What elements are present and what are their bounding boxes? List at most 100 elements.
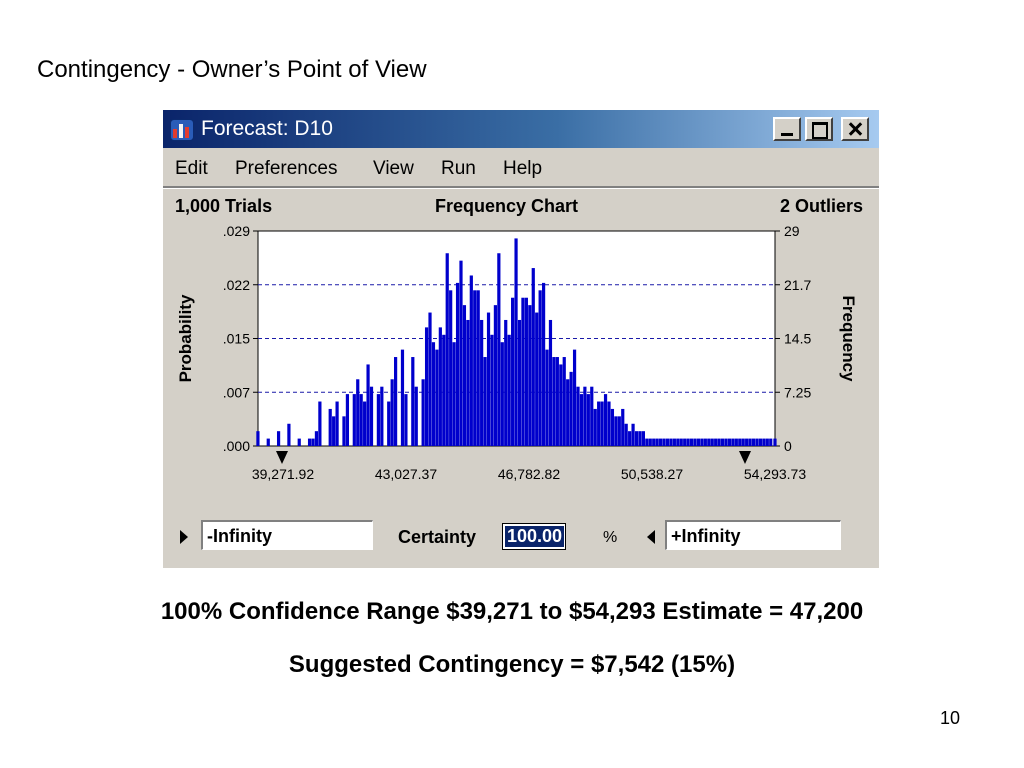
- histogram-bar: [497, 253, 501, 446]
- histogram-bar: [424, 327, 429, 446]
- menu-edit[interactable]: Edit: [175, 158, 208, 179]
- histogram-bar: [738, 438, 742, 446]
- histogram-bar: [535, 312, 539, 446]
- histogram-bar: [648, 438, 652, 446]
- histogram-bar: [531, 268, 535, 446]
- histogram-bar: [693, 438, 697, 446]
- y-tick-label-right: 14.5: [784, 331, 811, 347]
- menu-bar: Edit Preferences View Run Help: [163, 148, 879, 184]
- upper-bound-field[interactable]: +Infinity: [665, 520, 841, 550]
- histogram-bar: [528, 305, 532, 446]
- histogram-bar: [342, 416, 346, 446]
- histogram-bar: [314, 431, 319, 446]
- histogram-bar: [421, 379, 425, 446]
- histogram-bar: [765, 438, 769, 446]
- histogram-bar: [514, 238, 518, 446]
- histogram-bar: [755, 438, 759, 446]
- close-button[interactable]: [841, 117, 869, 141]
- histogram-bar: [569, 371, 573, 446]
- y-tick-label-right: 29: [784, 223, 800, 239]
- histogram-bar: [493, 305, 498, 446]
- histogram-bar: [703, 438, 707, 446]
- histogram-bar: [720, 438, 725, 446]
- histogram-bar: [597, 401, 601, 446]
- y-tick-label-right: 0: [784, 438, 792, 454]
- histogram-bar: [335, 401, 339, 446]
- menu-view[interactable]: View: [373, 158, 414, 179]
- menu-run[interactable]: Run: [441, 158, 476, 179]
- upper-bound-arrow-icon: [647, 530, 655, 544]
- certainty-value: 100.00: [505, 526, 565, 547]
- minimize-button[interactable]: [773, 117, 801, 141]
- histogram-bar: [345, 394, 350, 446]
- histogram-bar: [734, 438, 738, 446]
- histogram-bar: [455, 282, 460, 446]
- x-tick-label: 54,293.73: [744, 466, 806, 482]
- histogram-bar: [624, 423, 628, 446]
- histogram-bar: [466, 319, 470, 446]
- histogram-bar: [593, 408, 597, 446]
- histogram-bar: [369, 386, 374, 446]
- histogram-bar: [659, 438, 663, 446]
- histogram-bar: [645, 438, 649, 446]
- histogram-bar: [562, 357, 566, 446]
- probability-axis-label: Probability: [176, 294, 195, 382]
- app-icon[interactable]: [170, 119, 194, 141]
- histogram-bar: [538, 290, 542, 446]
- histogram-bar: [359, 394, 363, 446]
- histogram-bar: [634, 431, 639, 446]
- histogram-bar: [748, 438, 752, 446]
- y-tick-label-left: .007: [223, 384, 250, 400]
- histogram-bar: [307, 438, 312, 446]
- histogram-bar: [621, 408, 625, 446]
- histogram-bar: [438, 327, 442, 446]
- histogram-bar: [256, 431, 260, 446]
- histogram-bar: [628, 431, 632, 446]
- histogram-bar: [404, 394, 408, 446]
- histogram-bar: [332, 416, 336, 446]
- frequency-chart: .000 0 .007 7.25 .015 14.5 .022 21.7 .029 29 39,27…: [176, 223, 858, 482]
- histogram-bar: [507, 334, 511, 446]
- histogram-bar: [683, 438, 687, 446]
- y-tick-label-left: .029: [223, 223, 250, 239]
- y-tick-label-right: 21.7: [784, 277, 811, 293]
- histogram-bar: [366, 364, 370, 446]
- histogram-bar: [745, 438, 749, 446]
- lower-bound-field[interactable]: -Infinity: [201, 520, 373, 550]
- histogram-bar: [652, 438, 656, 446]
- histogram-bar: [390, 379, 394, 446]
- histogram-bar: [762, 438, 766, 446]
- histogram-bar: [486, 312, 491, 446]
- left-grabber-icon: [276, 451, 288, 464]
- histogram-bar: [431, 342, 436, 446]
- histogram-bar: [483, 357, 487, 446]
- histogram-bar: [610, 408, 615, 446]
- histogram-bar: [352, 394, 356, 446]
- window-title-bar[interactable]: Forecast: D10: [163, 110, 879, 148]
- histogram-bar: [411, 357, 415, 446]
- suggested-contingency-text: Suggested Contingency = $7,542 (15%): [288, 651, 736, 678]
- histogram-bar: [572, 349, 577, 446]
- histogram-bar: [617, 416, 621, 446]
- histogram-bar: [590, 386, 594, 446]
- histogram-bar: [741, 438, 745, 446]
- maximize-button[interactable]: [805, 117, 833, 141]
- histogram-bar: [669, 438, 673, 446]
- histogram-bar: [394, 357, 398, 446]
- histogram-bar: [511, 297, 515, 446]
- histogram-bar: [679, 438, 683, 446]
- lower-bound-arrow-icon: [180, 530, 188, 544]
- menu-help[interactable]: Help: [503, 158, 543, 179]
- histogram-bar: [521, 297, 525, 446]
- histogram-bar: [662, 438, 666, 446]
- histogram-bar: [751, 438, 756, 446]
- histogram-bar: [400, 349, 405, 446]
- certainty-field[interactable]: 100.00: [502, 523, 566, 550]
- certainty-label: Certainty: [398, 527, 477, 547]
- menu-preferences[interactable]: Preferences: [235, 158, 338, 179]
- histogram-bar: [480, 319, 484, 446]
- histogram-bar: [449, 290, 453, 446]
- histogram-bar: [504, 319, 508, 446]
- histogram-bar: [476, 290, 480, 446]
- histogram-bar: [469, 275, 473, 446]
